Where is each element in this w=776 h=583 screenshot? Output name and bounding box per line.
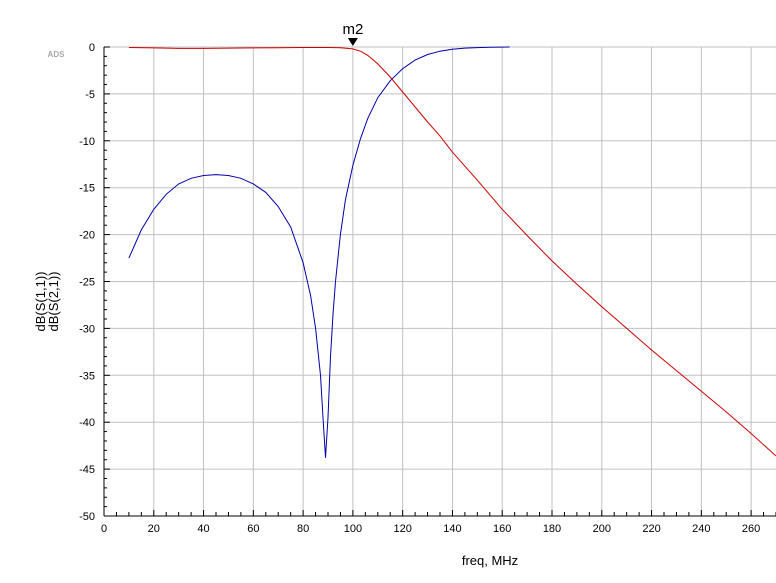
x-tick-label: 180 (543, 523, 561, 535)
marker-layer: m2 (342, 21, 363, 46)
x-tick-label: 40 (197, 523, 209, 535)
x-tick-label: 80 (297, 523, 309, 535)
x-tick-labels: 0 20 40 60 80 100 120 140 160 180 200 220 240 260 (101, 523, 760, 535)
x-tick-label: 100 (344, 523, 362, 535)
y-tick-label: -50 (79, 511, 95, 523)
corner-tag: ADS (48, 50, 66, 59)
y-tick-label: -30 (79, 323, 95, 335)
x-tick-label: 20 (148, 523, 160, 535)
series-layer (128, 46, 776, 458)
y-tick-label: 0 (89, 42, 95, 54)
series-line-db-s-2-1- (128, 47, 776, 457)
y-tick-label: -35 (79, 370, 95, 382)
y-tick-label: -45 (79, 464, 95, 476)
x-axis-label: freq, MHz (462, 553, 518, 568)
y-tick-label: -15 (79, 183, 95, 195)
series-line-db-s-1-1- (128, 46, 510, 458)
x-tick-label: 60 (247, 523, 259, 535)
x-tick-label: 140 (443, 523, 461, 535)
x-tick-label: 200 (593, 523, 611, 535)
y-axis-labels: dB(S(1,1))dB(S(2,1)) (33, 272, 61, 332)
y-tick-label: -5 (85, 89, 95, 101)
y-axis-label: dB(S(1,1)) (33, 272, 48, 332)
marker-label: m2 (342, 21, 363, 38)
x-tick-label: 160 (493, 523, 511, 535)
x-tick-label: 260 (742, 523, 760, 535)
y-tick-label: -25 (79, 277, 95, 289)
y-axis-label: dB(S(2,1)) (46, 272, 61, 332)
minor-ticks (103, 46, 776, 517)
x-tick-label: 120 (393, 523, 411, 535)
y-tick-label: -40 (79, 417, 95, 429)
y-tick-label: -20 (79, 230, 95, 242)
x-tick-label: 0 (101, 523, 107, 535)
grid (103, 46, 776, 517)
x-tick-label: 220 (642, 523, 660, 535)
marker-triangle[interactable] (347, 38, 358, 46)
x-tick-label: 240 (692, 523, 710, 535)
y-tick-label: -10 (79, 136, 95, 148)
y-tick-labels: 0 -5 -10 -15 -20 -25 -30 -35 -40 -45 -50 (79, 42, 95, 523)
